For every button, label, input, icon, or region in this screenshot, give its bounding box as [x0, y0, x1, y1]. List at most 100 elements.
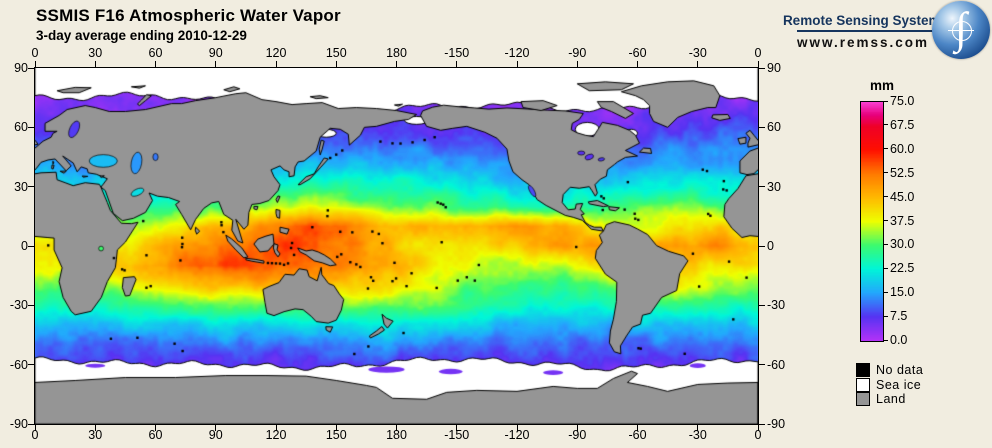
lon-tick-mark-top	[576, 61, 578, 67]
lat-tick-label-right: -30	[767, 298, 786, 313]
lat-tick-label-left: 60	[14, 120, 28, 135]
lat-tick-mark-left	[28, 364, 34, 366]
integral-symbol-icon: ∫	[954, 3, 968, 53]
lon-tick-label-bottom: 180	[386, 428, 407, 442]
lon-tick-mark-top	[697, 61, 699, 67]
lon-tick-mark-bottom	[757, 425, 759, 431]
lat-tick-mark-left	[28, 67, 34, 69]
brand-org-name: Remote Sensing Systems	[782, 13, 948, 28]
lat-tick-label-right: -60	[767, 357, 786, 372]
lat-tick-mark-left	[28, 245, 34, 247]
lat-tick-mark-right	[759, 245, 765, 247]
brand-underline	[797, 30, 949, 32]
colorbar-tick-label: 0.0	[890, 333, 908, 347]
lon-tick-label-top: 0	[754, 46, 762, 60]
lat-tick-label-left: 90	[14, 61, 28, 75]
colorbar-tick-label: 60.0	[890, 141, 915, 156]
lon-tick-mark-bottom	[94, 425, 96, 431]
lat-tick-mark-right	[759, 126, 765, 128]
colorbar-tick-mark	[883, 220, 888, 221]
legend-swatch-no-data	[856, 363, 870, 377]
colorbar-tick-label: 15.0	[890, 285, 915, 300]
colorbar-tick-mark	[883, 148, 888, 150]
lat-tick-mark-right	[759, 304, 765, 306]
lon-tick-label-bottom: -120	[504, 428, 530, 442]
lon-tick-mark-top	[215, 61, 217, 67]
brand-url-link[interactable]: www.remss.com	[797, 35, 930, 50]
colorbar-tick-mark	[883, 243, 888, 245]
lat-tick-label-right: -90	[767, 417, 786, 431]
colorbar-tick-label: 30.0	[890, 237, 915, 252]
lon-tick-mark-bottom	[215, 425, 217, 431]
lon-tick-mark-top	[335, 61, 337, 67]
lat-tick-label-right: 30	[767, 179, 781, 194]
lon-tick-label-bottom: 0	[754, 428, 762, 442]
lon-tick-label-bottom: -90	[568, 428, 587, 442]
lon-tick-mark-bottom	[34, 425, 36, 431]
legend-label: Land	[876, 392, 906, 406]
lon-tick-mark-bottom	[335, 425, 337, 431]
lat-tick-mark-right	[759, 364, 765, 366]
lon-tick-label-bottom: -30	[688, 428, 707, 442]
legend-swatch-sea-ice	[856, 377, 870, 392]
colorbar-unit-label: mm	[869, 78, 894, 93]
lon-tick-mark-bottom	[637, 425, 638, 431]
lon-tick-mark-top	[456, 61, 458, 67]
lon-tick-mark-top	[757, 61, 759, 67]
colorbar-tick-mark	[883, 196, 888, 198]
globe-ring-icon	[952, 21, 972, 41]
lon-tick-label-bottom: -150	[444, 428, 470, 442]
colorbar-tick-mark	[883, 267, 888, 269]
lon-tick-mark-top	[94, 61, 96, 67]
lon-tick-mark-bottom	[697, 425, 699, 431]
lon-tick-mark-bottom	[155, 425, 156, 431]
lat-tick-label-right: 60	[767, 120, 781, 135]
lon-tick-label-bottom: 0	[31, 428, 39, 442]
lon-tick-label-bottom: 60	[148, 428, 163, 442]
lon-tick-mark-top	[275, 61, 277, 67]
lon-tick-label-top: 60	[148, 46, 163, 60]
lat-tick-label-right: 90	[767, 61, 781, 75]
lat-tick-label-left: 30	[14, 179, 28, 194]
colorbar-tick-label: 67.5	[890, 117, 915, 132]
lon-tick-label-top: -90	[568, 46, 587, 60]
lat-tick-mark-left	[28, 304, 34, 306]
colorbar-tick-mark	[883, 339, 888, 341]
lat-tick-label-right: 0	[767, 239, 774, 253]
page-subtitle: 3-day average ending 2010-12-29	[36, 28, 247, 43]
lon-tick-label-top: 90	[208, 46, 223, 60]
lat-tick-label-left: -30	[9, 298, 28, 313]
colorbar-tick-mark	[883, 172, 888, 174]
colorbar	[860, 101, 884, 342]
lon-tick-mark-top	[34, 61, 36, 67]
lat-tick-mark-left	[28, 186, 34, 188]
lon-tick-mark-bottom	[456, 425, 458, 431]
lon-tick-label-top: -120	[504, 46, 530, 60]
earth-globe-logo-icon: ∫	[932, 1, 990, 59]
lat-tick-mark-right	[759, 67, 765, 69]
lat-tick-mark-right	[759, 186, 765, 188]
lon-tick-label-bottom: 120	[265, 428, 287, 442]
lat-tick-label-left: -90	[9, 417, 28, 431]
lat-tick-label-left: -60	[9, 357, 28, 372]
lon-tick-mark-top	[155, 61, 156, 67]
lon-tick-label-bottom: 90	[208, 428, 223, 442]
lon-tick-label-bottom: -60	[628, 428, 647, 442]
colorbar-tick-mark	[883, 315, 888, 317]
lon-tick-label-top: 120	[265, 46, 287, 60]
colorbar-tick-mark	[883, 291, 888, 293]
legend-swatch-land	[856, 392, 870, 406]
lat-tick-label-left: 0	[21, 239, 28, 253]
lon-tick-mark-top	[637, 61, 638, 67]
lon-tick-label-top: 150	[325, 46, 347, 60]
lat-tick-mark-left	[28, 423, 34, 425]
lon-tick-label-bottom: 150	[325, 428, 347, 442]
lon-tick-label-bottom: 30	[88, 428, 103, 442]
lon-tick-mark-top	[516, 61, 518, 67]
colorbar-tick-label: 22.5	[890, 261, 915, 276]
colorbar-gradient	[861, 102, 883, 341]
lat-tick-mark-right	[759, 423, 765, 425]
lon-tick-label-top: -30	[688, 46, 707, 60]
page-title: SSMIS F16 Atmospheric Water Vapor	[36, 6, 341, 25]
